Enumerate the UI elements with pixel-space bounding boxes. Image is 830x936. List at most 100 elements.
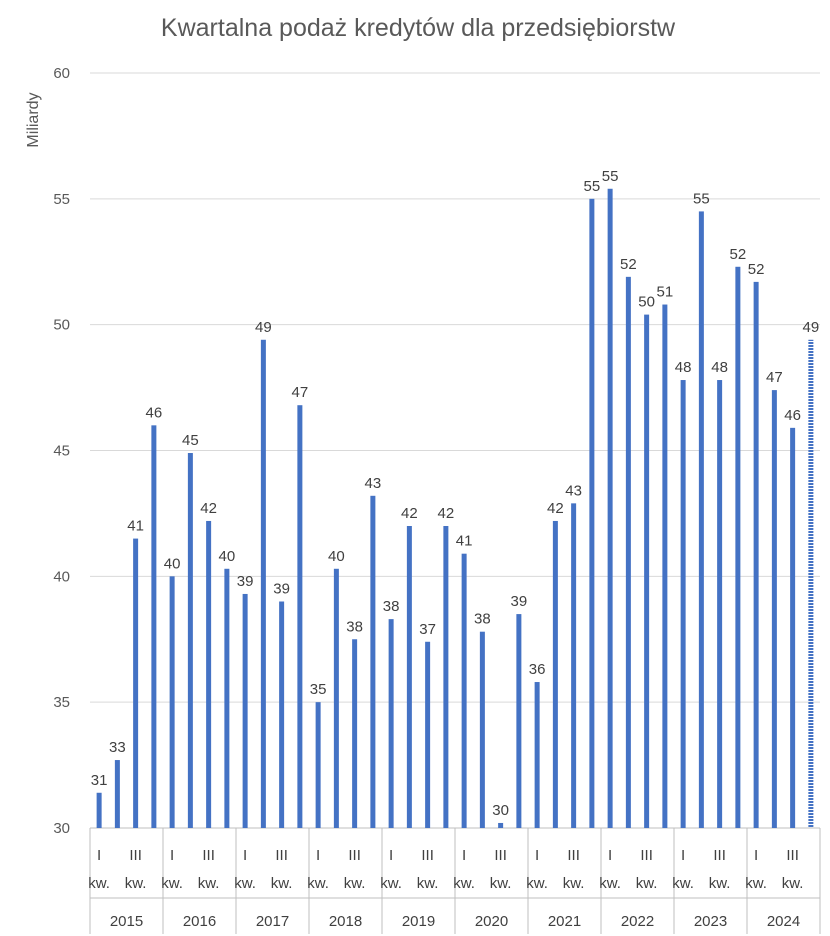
data-label: 43 bbox=[365, 475, 382, 492]
data-label: 41 bbox=[456, 533, 473, 550]
quarter-label: III bbox=[275, 847, 288, 864]
data-label: 52 bbox=[748, 261, 765, 278]
year-label: 2023 bbox=[694, 913, 727, 930]
grid-layer bbox=[90, 72, 820, 829]
bar bbox=[96, 792, 102, 828]
data-label: 36 bbox=[529, 661, 546, 678]
bar bbox=[607, 188, 613, 828]
quarter-unit-label: kw. bbox=[672, 875, 694, 892]
quarter-label: III bbox=[348, 847, 361, 864]
chart-title: Kwartalna podaż kredytów dla przedsiębio… bbox=[161, 14, 676, 42]
quarter-unit-label: kw. bbox=[125, 875, 147, 892]
bars bbox=[96, 188, 814, 829]
data-label: 40 bbox=[219, 548, 236, 565]
bar bbox=[114, 760, 120, 828]
year-label: 2021 bbox=[548, 913, 581, 930]
y-axis-label: Miliardy bbox=[25, 92, 42, 147]
y-tick-label: 60 bbox=[53, 65, 70, 82]
quarter-unit-label: kw. bbox=[307, 875, 329, 892]
y-tick-labels: 30 35 40 45 50 55 60 bbox=[53, 65, 70, 837]
bar bbox=[406, 526, 412, 828]
data-label: 31 bbox=[91, 772, 108, 789]
y-tick-label: 50 bbox=[53, 317, 70, 334]
bar bbox=[644, 314, 650, 829]
data-label: 49 bbox=[255, 319, 272, 336]
bar bbox=[571, 503, 577, 828]
quarter-unit-label: kw. bbox=[198, 875, 220, 892]
quarter-label: I bbox=[535, 847, 539, 864]
data-label: 35 bbox=[310, 681, 327, 698]
year-label: 2016 bbox=[183, 913, 216, 930]
data-label: 45 bbox=[182, 432, 199, 449]
quarter-unit-label: kw. bbox=[636, 875, 658, 892]
x-axis: Ikw.IIIkw.2015Ikw.IIIkw.2016Ikw.IIIkw.20… bbox=[88, 828, 821, 934]
data-label: 52 bbox=[620, 256, 637, 273]
bar bbox=[133, 538, 139, 828]
data-label: 38 bbox=[383, 598, 400, 615]
data-label: 30 bbox=[492, 802, 509, 819]
quarter-unit-label: kw. bbox=[599, 875, 621, 892]
data-label: 40 bbox=[328, 548, 345, 565]
bar bbox=[352, 639, 358, 828]
quarter-label: III bbox=[129, 847, 142, 864]
bar bbox=[461, 553, 467, 828]
bar bbox=[315, 702, 321, 828]
data-label: 55 bbox=[602, 168, 619, 185]
data-label: 42 bbox=[547, 500, 564, 517]
year-label: 2024 bbox=[767, 913, 800, 930]
data-label: 46 bbox=[146, 404, 163, 421]
bar bbox=[808, 339, 814, 828]
y-tick-label: 30 bbox=[53, 820, 70, 837]
bar bbox=[151, 425, 157, 828]
quarter-unit-label: kw. bbox=[745, 875, 767, 892]
quarter-label: I bbox=[97, 847, 101, 864]
data-label: 52 bbox=[730, 246, 747, 263]
quarter-label: I bbox=[462, 847, 466, 864]
quarter-label: III bbox=[494, 847, 507, 864]
quarter-unit-label: kw. bbox=[88, 875, 110, 892]
data-label: 42 bbox=[438, 505, 455, 522]
quarter-unit-label: kw. bbox=[271, 875, 293, 892]
bar bbox=[206, 520, 212, 828]
quarter-label: I bbox=[608, 847, 612, 864]
quarter-label: I bbox=[389, 847, 393, 864]
quarter-label: I bbox=[754, 847, 758, 864]
quarter-label: III bbox=[202, 847, 215, 864]
data-labels: 3133414640454240394939473540384338423742… bbox=[91, 168, 819, 819]
quarter-label: I bbox=[316, 847, 320, 864]
bar bbox=[169, 576, 175, 828]
bar bbox=[625, 276, 631, 829]
bar bbox=[790, 427, 796, 828]
bar bbox=[187, 453, 193, 828]
bar bbox=[370, 495, 376, 828]
data-label: 38 bbox=[474, 611, 491, 628]
data-label: 40 bbox=[164, 555, 181, 572]
quarter-unit-label: kw. bbox=[563, 875, 585, 892]
year-label: 2020 bbox=[475, 913, 508, 930]
data-label: 48 bbox=[675, 359, 692, 376]
data-label: 38 bbox=[346, 618, 363, 635]
data-label: 46 bbox=[784, 407, 801, 424]
bar bbox=[479, 631, 485, 828]
data-label: 33 bbox=[109, 739, 126, 756]
bar bbox=[297, 405, 303, 828]
y-tick-label: 45 bbox=[53, 443, 70, 460]
quarter-label: I bbox=[243, 847, 247, 864]
data-label: 42 bbox=[401, 505, 418, 522]
quarter-unit-label: kw. bbox=[417, 875, 439, 892]
quarter-unit-label: kw. bbox=[709, 875, 731, 892]
quarter-unit-label: kw. bbox=[453, 875, 475, 892]
bar bbox=[534, 682, 540, 828]
data-label: 39 bbox=[237, 573, 254, 590]
quarter-unit-label: kw. bbox=[526, 875, 548, 892]
data-label: 39 bbox=[511, 593, 528, 610]
quarter-label: I bbox=[170, 847, 174, 864]
bar bbox=[333, 568, 339, 828]
bar bbox=[589, 198, 595, 829]
data-label: 55 bbox=[693, 190, 710, 207]
data-label: 37 bbox=[419, 621, 436, 638]
year-label: 2022 bbox=[621, 913, 654, 930]
quarter-unit-label: kw. bbox=[490, 875, 512, 892]
data-label: 47 bbox=[766, 369, 783, 386]
